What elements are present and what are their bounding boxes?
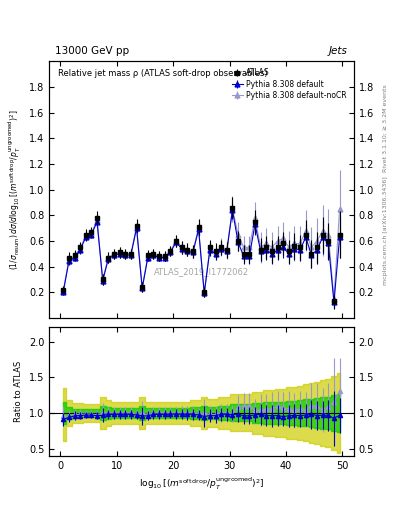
Text: Jets: Jets <box>329 46 348 56</box>
X-axis label: $\log_{10}[(m^{\mathrm{soft\,drop}}/p_T^{\mathrm{ungroomed}})^2]$: $\log_{10}[(m^{\mathrm{soft\,drop}}/p_T^… <box>139 476 264 493</box>
Legend: ATLAS, Pythia 8.308 default, Pythia 8.308 default-noCR: ATLAS, Pythia 8.308 default, Pythia 8.30… <box>229 65 350 103</box>
Text: Rivet 3.1.10; ≥ 3.2M events: Rivet 3.1.10; ≥ 3.2M events <box>383 84 387 172</box>
Text: mcplots.cern.ch [arXiv:1306.3436]: mcplots.cern.ch [arXiv:1306.3436] <box>383 176 387 285</box>
Y-axis label: Ratio to ATLAS: Ratio to ATLAS <box>14 361 23 422</box>
Text: 13000 GeV pp: 13000 GeV pp <box>55 46 129 56</box>
Text: ATLAS_2019_I1772062: ATLAS_2019_I1772062 <box>154 267 249 276</box>
Text: Relative jet mass ρ (ATLAS soft-drop observables): Relative jet mass ρ (ATLAS soft-drop obs… <box>58 69 268 78</box>
Y-axis label: $(1/\sigma_{\mathrm{resum}})\, d\sigma/d\log_{10}[(m^{\mathrm{soft\,drop}}/p_T^{: $(1/\sigma_{\mathrm{resum}})\, d\sigma/d… <box>7 110 23 270</box>
